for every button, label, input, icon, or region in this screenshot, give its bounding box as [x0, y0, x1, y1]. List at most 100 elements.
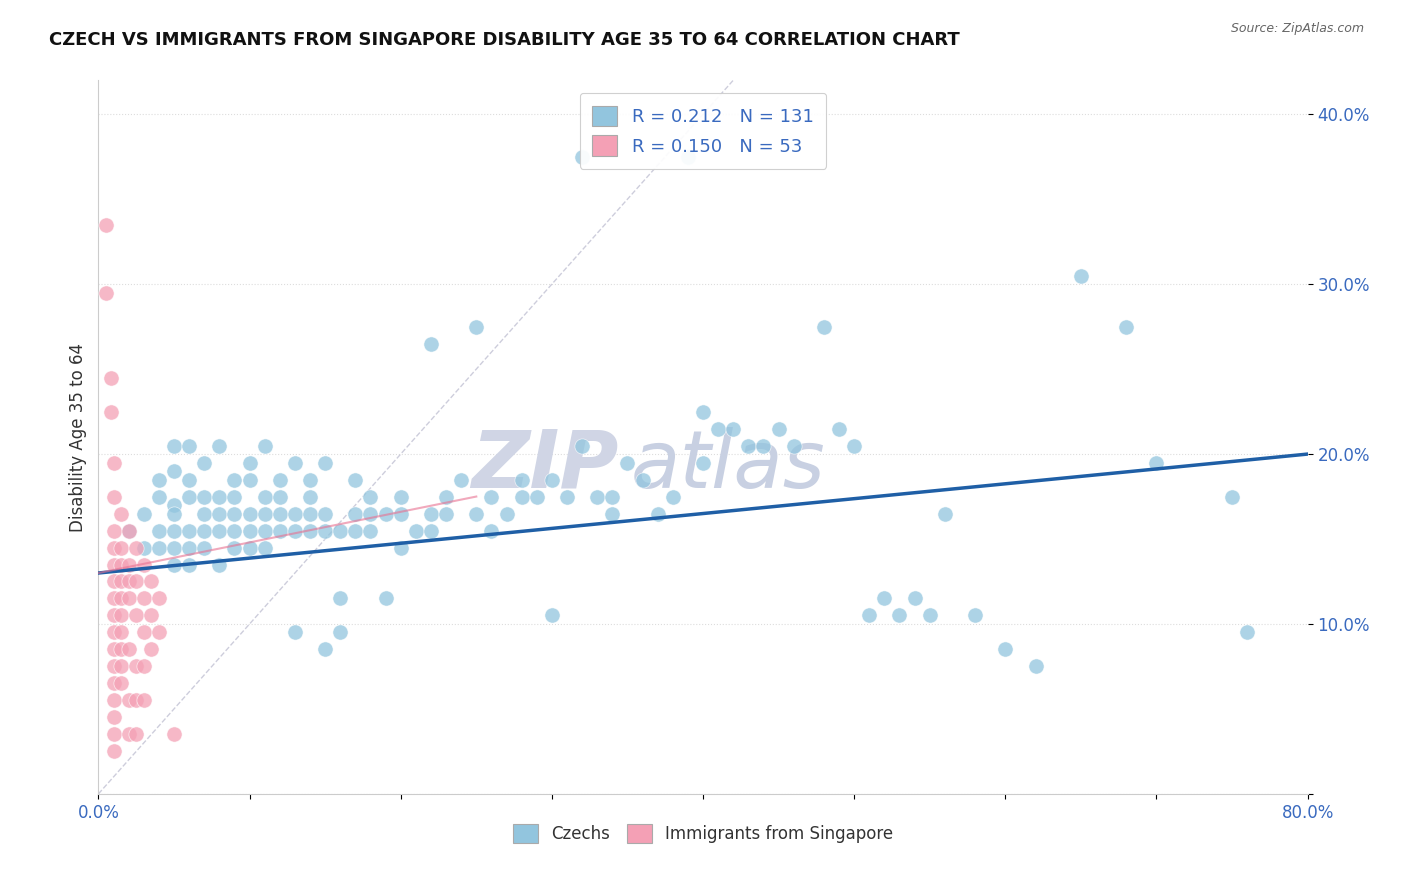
Point	[163, 439, 186, 453]
Point	[118, 524, 141, 538]
Point	[329, 625, 352, 640]
Point	[269, 473, 291, 487]
Point	[253, 541, 276, 555]
Point	[118, 524, 141, 538]
Point	[103, 625, 125, 640]
Point	[344, 524, 367, 538]
Point	[844, 439, 866, 453]
Point	[360, 507, 382, 521]
Point	[100, 404, 122, 418]
Point	[1024, 659, 1046, 673]
Point	[125, 574, 148, 589]
Point	[193, 541, 215, 555]
Point	[904, 591, 927, 606]
Point	[141, 574, 163, 589]
Point	[224, 541, 246, 555]
Point	[389, 490, 412, 504]
Point	[602, 507, 624, 521]
Point	[374, 591, 396, 606]
Point	[125, 693, 148, 707]
Point	[481, 524, 503, 538]
Point	[224, 507, 246, 521]
Point	[571, 439, 593, 453]
Text: atlas: atlas	[630, 426, 825, 505]
Point	[193, 490, 215, 504]
Point	[631, 473, 654, 487]
Point	[889, 608, 911, 623]
Point	[110, 507, 132, 521]
Point	[284, 456, 307, 470]
Point	[141, 642, 163, 657]
Point	[179, 558, 201, 572]
Point	[224, 524, 246, 538]
Point	[179, 473, 201, 487]
Point	[389, 507, 412, 521]
Point	[768, 421, 790, 435]
Point	[125, 608, 148, 623]
Point	[239, 507, 262, 521]
Legend: Czechs, Immigrants from Singapore: Czechs, Immigrants from Singapore	[506, 817, 900, 850]
Point	[239, 524, 262, 538]
Point	[103, 744, 125, 758]
Point	[1144, 456, 1167, 470]
Point	[103, 727, 125, 741]
Point	[602, 490, 624, 504]
Point	[132, 625, 155, 640]
Point	[103, 490, 125, 504]
Point	[208, 558, 231, 572]
Point	[208, 507, 231, 521]
Point	[103, 456, 125, 470]
Point	[208, 439, 231, 453]
Point	[420, 507, 443, 521]
Text: Source: ZipAtlas.com: Source: ZipAtlas.com	[1230, 22, 1364, 36]
Point	[344, 473, 367, 487]
Text: CZECH VS IMMIGRANTS FROM SINGAPORE DISABILITY AGE 35 TO 64 CORRELATION CHART: CZECH VS IMMIGRANTS FROM SINGAPORE DISAB…	[49, 31, 960, 49]
Point	[118, 693, 141, 707]
Point	[110, 574, 132, 589]
Point	[269, 524, 291, 538]
Point	[299, 490, 322, 504]
Point	[239, 541, 262, 555]
Point	[752, 439, 775, 453]
Point	[163, 464, 186, 478]
Point	[148, 625, 170, 640]
Point	[510, 473, 533, 487]
Point	[314, 507, 336, 521]
Point	[586, 490, 609, 504]
Point	[163, 727, 186, 741]
Point	[661, 490, 683, 504]
Point	[148, 541, 170, 555]
Point	[110, 642, 132, 657]
Point	[193, 456, 215, 470]
Point	[103, 558, 125, 572]
Point	[873, 591, 896, 606]
Point	[179, 541, 201, 555]
Point	[224, 473, 246, 487]
Point	[163, 507, 186, 521]
Point	[125, 541, 148, 555]
Point	[163, 541, 186, 555]
Point	[179, 439, 201, 453]
Point	[163, 498, 186, 512]
Point	[110, 676, 132, 690]
Point	[118, 591, 141, 606]
Point	[329, 591, 352, 606]
Point	[148, 591, 170, 606]
Point	[193, 507, 215, 521]
Point	[179, 524, 201, 538]
Point	[299, 524, 322, 538]
Point	[707, 421, 730, 435]
Point	[103, 693, 125, 707]
Point	[647, 507, 669, 521]
Point	[132, 541, 155, 555]
Point	[1070, 268, 1092, 283]
Y-axis label: Disability Age 35 to 64: Disability Age 35 to 64	[69, 343, 87, 532]
Point	[179, 490, 201, 504]
Point	[110, 591, 132, 606]
Point	[314, 456, 336, 470]
Point	[481, 490, 503, 504]
Point	[360, 490, 382, 504]
Point	[450, 473, 472, 487]
Point	[813, 319, 835, 334]
Point	[329, 524, 352, 538]
